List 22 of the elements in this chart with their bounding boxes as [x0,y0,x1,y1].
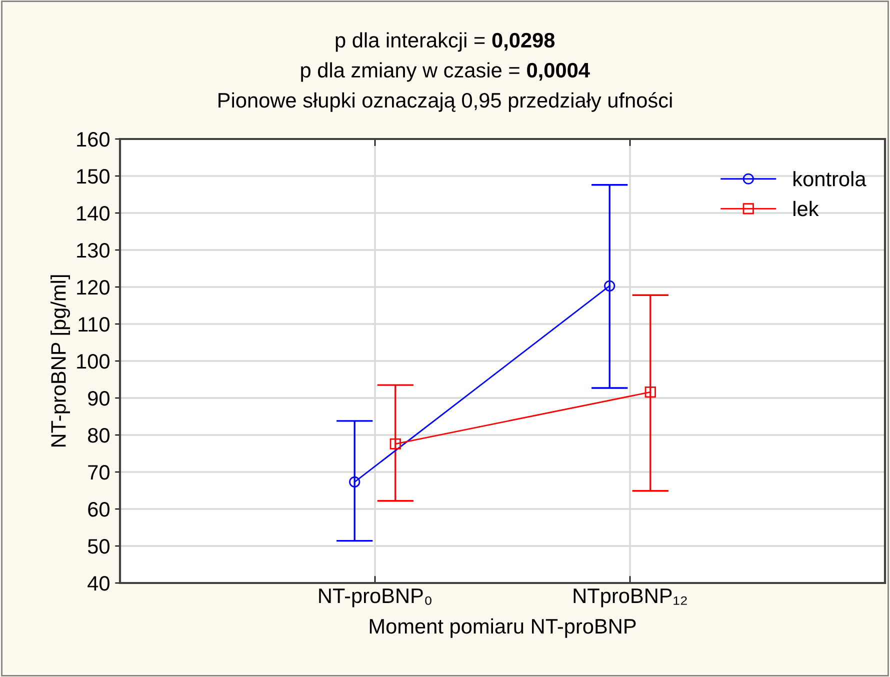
legend-label: kontrola [794,171,866,186]
x-axis-title: Moment pomiaru NT-proBNP [370,618,636,638]
y-tick-label: 90 [88,391,110,406]
y-tick-label: 100 [77,354,110,369]
x-tick-label: NT-proBNP₀ [319,588,432,608]
y-tick-label: 130 [77,243,110,258]
y-tick-label: 120 [77,280,110,295]
x-tick-label: NTproBNP₁₂ [574,588,687,608]
y-tick-label: 110 [78,317,110,332]
y-tick-label: 70 [88,465,110,480]
y-tick-label: 50 [88,539,110,554]
y-tick-label: 80 [88,428,110,443]
y-tick-label: 60 [88,502,110,517]
y-tick-label: 150 [77,169,110,184]
text: Pionowe słupki oznaczają 0,95 przedziały ufności [218,92,672,112]
y-axis-title: NT-proBNP [pg/ml] [50,275,70,447]
y-tick-label: 140 [77,206,110,221]
y-tick-label: 40 [88,576,110,591]
legend-label: lek [794,200,819,216]
chart-title: p dla interakcji = 0,0298 [336,32,555,52]
chart-subtitle: p dla zmiany w czasie = 0,0004 [301,62,590,82]
y-tick-label: 160 [77,132,110,147]
